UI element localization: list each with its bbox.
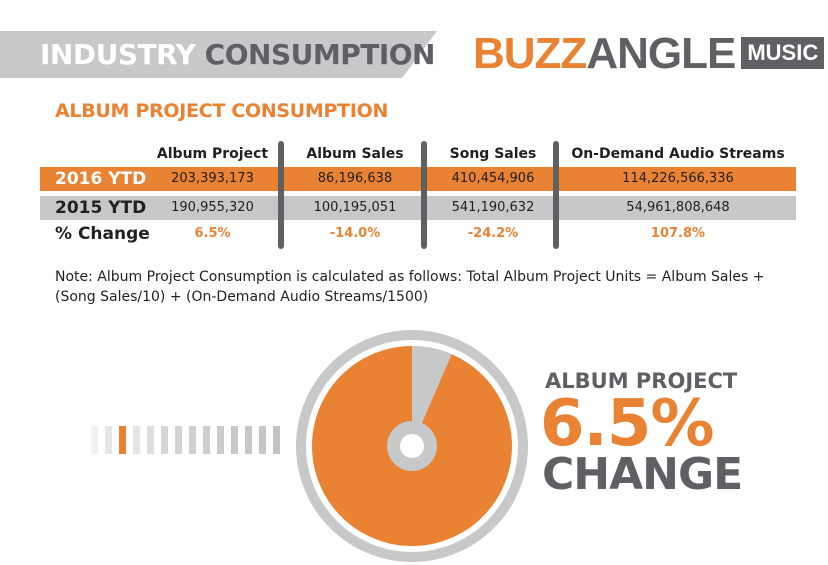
logo-part-buzz: BUZZ (473, 29, 587, 78)
section-title: ALBUM PROJECT CONSUMPTION (55, 100, 389, 122)
page-title: INDUSTRY CONSUMPTION (40, 38, 435, 72)
table-cell: 100,195,051 (313, 200, 397, 215)
bar-segment (217, 426, 224, 454)
table-cell: -14.0% (329, 226, 381, 241)
column-header-streams: On-Demand Audio Streams (571, 146, 785, 162)
table-cell: -24.2% (467, 226, 519, 241)
bar-segment (245, 426, 252, 454)
footnote: Note: Album Project Consumption is calcu… (55, 269, 765, 305)
page-title-word1: INDUSTRY (40, 38, 196, 71)
header-banner (0, 31, 437, 78)
column-divider (421, 141, 427, 249)
logo-part-angle: ANGLE (586, 29, 736, 78)
table-cell: 410,454,906 (451, 171, 535, 186)
table-cell: 541,190,632 (451, 200, 535, 215)
row-label-2016: 2016 YTD (55, 169, 147, 189)
column-header-album-project: Album Project (156, 146, 269, 162)
bar-segment (273, 426, 280, 454)
bar-segment (203, 426, 210, 454)
table-cell: 190,955,320 (171, 200, 254, 215)
table-cell: 86,196,638 (317, 171, 393, 186)
highlight-value: 6.5% (540, 387, 714, 461)
brand-logo: BUZZANGLE MUSIC (473, 29, 825, 78)
bar-segment (133, 426, 140, 454)
bar-segment (147, 426, 154, 454)
column-divider (278, 141, 284, 249)
row-label-2015: 2015 YTD (55, 198, 147, 218)
bar-segment (189, 426, 196, 454)
table-cell: 107.8% (650, 226, 706, 241)
bar-segment (105, 426, 112, 454)
bar-segment (175, 426, 182, 454)
record-disc-chart (296, 330, 528, 562)
bar-segment (259, 426, 266, 454)
bar-segment (231, 426, 238, 454)
page-title-word2: CONSUMPTION (204, 38, 436, 71)
table-cell: 203,393,173 (171, 171, 254, 186)
bar-segment-highlight (119, 426, 126, 454)
table-cell: 114,226,566,336 (622, 171, 734, 186)
highlight-suffix: CHANGE (542, 449, 743, 500)
row-highlight-2016 (40, 167, 796, 191)
logo-badge-music: MUSIC (741, 37, 825, 69)
bar-segment (91, 426, 98, 454)
table-cell: 6.5% (194, 226, 231, 241)
disc-spindle-hole (400, 434, 424, 458)
percent-wedge (412, 346, 452, 446)
column-header-album-sales: Album Sales (306, 146, 404, 162)
bar-segment (161, 426, 168, 454)
table-cell: 54,961,808,648 (626, 200, 730, 215)
row-highlight-2015 (40, 196, 796, 220)
column-divider (553, 141, 559, 249)
column-header-song-sales: Song Sales (449, 146, 537, 162)
highlight-label: ALBUM PROJECT (545, 369, 738, 393)
row-label-change: % Change (55, 224, 150, 244)
